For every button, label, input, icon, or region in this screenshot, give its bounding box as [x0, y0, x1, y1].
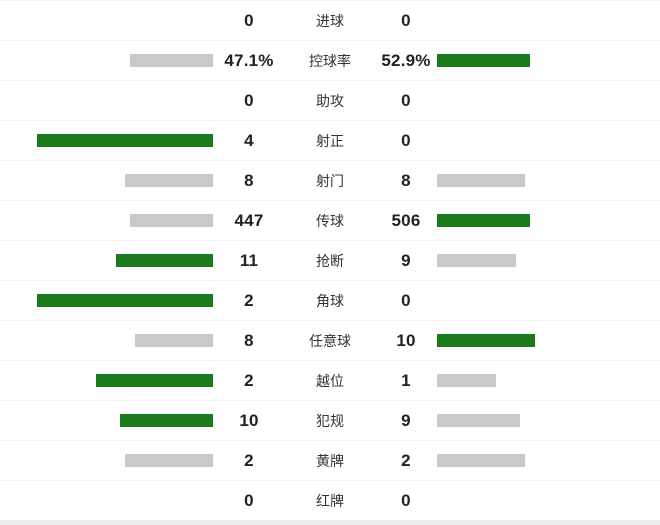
home-stat-value: 0	[244, 10, 254, 30]
away-stat-value: 1	[401, 370, 411, 390]
away-bar-zone	[437, 401, 660, 440]
away-stat-value: 10	[396, 330, 416, 350]
away-stat-value: 506	[391, 210, 421, 230]
stat-label: 射门	[316, 172, 344, 189]
home-stat-bar	[120, 414, 213, 427]
away-bar-zone	[437, 281, 660, 320]
away-stat-bar	[437, 214, 530, 227]
home-bar-zone	[0, 441, 213, 480]
away-stat-value: 0	[401, 10, 411, 30]
stat-label: 越位	[316, 372, 344, 389]
home-stat-value: 2	[244, 290, 254, 310]
stat-label: 角球	[316, 292, 344, 309]
stat-row: 0 助攻 0	[0, 81, 660, 121]
stat-row: 4 射正 0	[0, 121, 660, 161]
home-bar-zone	[0, 401, 213, 440]
away-stat-value: 0	[401, 490, 411, 510]
away-stat-bar	[437, 174, 525, 187]
stat-row: 447 传球 506	[0, 201, 660, 241]
stat-label: 红牌	[316, 492, 344, 509]
stat-row: 47.1% 控球率 52.9%	[0, 41, 660, 81]
home-stat-value: 8	[244, 170, 254, 190]
home-bar-zone	[0, 321, 213, 360]
away-stat-value: 0	[401, 90, 411, 110]
away-stat-bar	[437, 254, 516, 267]
away-stat-bar	[437, 374, 496, 387]
stat-row: 2 黄牌 2	[0, 441, 660, 481]
stat-label: 犯规	[316, 412, 344, 429]
section-divider	[0, 521, 660, 525]
away-stat-value: 9	[401, 250, 411, 270]
stat-row: 2 角球 0	[0, 281, 660, 321]
away-bar-zone	[437, 361, 660, 400]
home-stat-value: 447	[234, 210, 264, 230]
away-bar-zone	[437, 161, 660, 200]
home-bar-zone	[0, 121, 213, 160]
stat-label: 进球	[316, 12, 344, 29]
home-stat-value: 2	[244, 370, 254, 390]
away-bar-zone	[437, 321, 660, 360]
home-stat-value: 11	[239, 250, 259, 270]
stat-row: 0 红牌 0	[0, 481, 660, 521]
stat-label: 助攻	[316, 92, 344, 109]
home-stat-bar	[130, 54, 213, 67]
home-bar-zone	[0, 281, 213, 320]
home-bar-zone	[0, 481, 213, 520]
stat-row: 10 犯规 9	[0, 401, 660, 441]
home-stat-value: 2	[244, 450, 254, 470]
home-bar-zone	[0, 361, 213, 400]
away-stat-bar	[437, 334, 535, 347]
stat-label: 传球	[316, 212, 344, 229]
home-bar-zone	[0, 241, 213, 280]
stat-row: 11 抢断 9	[0, 241, 660, 281]
away-bar-zone	[437, 481, 660, 520]
away-bar-zone	[437, 441, 660, 480]
away-stat-bar	[437, 454, 525, 467]
stat-label: 抢断	[316, 252, 344, 269]
stat-label: 任意球	[309, 332, 351, 349]
away-stat-bar	[437, 54, 530, 67]
stat-label: 射正	[316, 132, 344, 149]
away-bar-zone	[437, 201, 660, 240]
away-stat-value: 2	[401, 450, 411, 470]
home-stat-bar	[125, 174, 213, 187]
home-stat-bar	[96, 374, 213, 387]
away-bar-zone	[437, 121, 660, 160]
stat-row: 8 任意球 10	[0, 321, 660, 361]
home-stat-bar	[116, 254, 213, 267]
stat-row: 2 越位 1	[0, 361, 660, 401]
away-stat-value: 8	[401, 170, 411, 190]
home-bar-zone	[0, 41, 213, 80]
away-bar-zone	[437, 1, 660, 40]
away-stat-value: 0	[401, 130, 411, 150]
away-bar-zone	[437, 41, 660, 80]
away-bar-zone	[437, 81, 660, 120]
home-stat-value: 0	[244, 490, 254, 510]
home-stat-bar	[37, 134, 213, 147]
stat-label: 控球率	[309, 52, 351, 69]
home-stat-value: 4	[244, 130, 254, 150]
home-stat-value: 47.1%	[224, 50, 274, 70]
home-stat-bar	[125, 454, 213, 467]
away-stat-value: 52.9%	[381, 50, 431, 70]
home-bar-zone	[0, 81, 213, 120]
home-stat-value: 10	[239, 410, 259, 430]
away-stat-bar	[437, 414, 520, 427]
away-stat-value: 9	[401, 410, 411, 430]
away-stat-value: 0	[401, 290, 411, 310]
home-stat-value: 0	[244, 90, 254, 110]
stat-row: 8 射门 8	[0, 161, 660, 201]
home-stat-value: 8	[244, 330, 254, 350]
home-bar-zone	[0, 161, 213, 200]
stat-label: 黄牌	[316, 452, 344, 469]
home-stat-bar	[37, 294, 213, 307]
home-stat-bar	[135, 334, 213, 347]
away-bar-zone	[437, 241, 660, 280]
stat-row: 0 进球 0	[0, 1, 660, 41]
home-bar-zone	[0, 201, 213, 240]
home-stat-bar	[130, 214, 213, 227]
home-bar-zone	[0, 1, 213, 40]
